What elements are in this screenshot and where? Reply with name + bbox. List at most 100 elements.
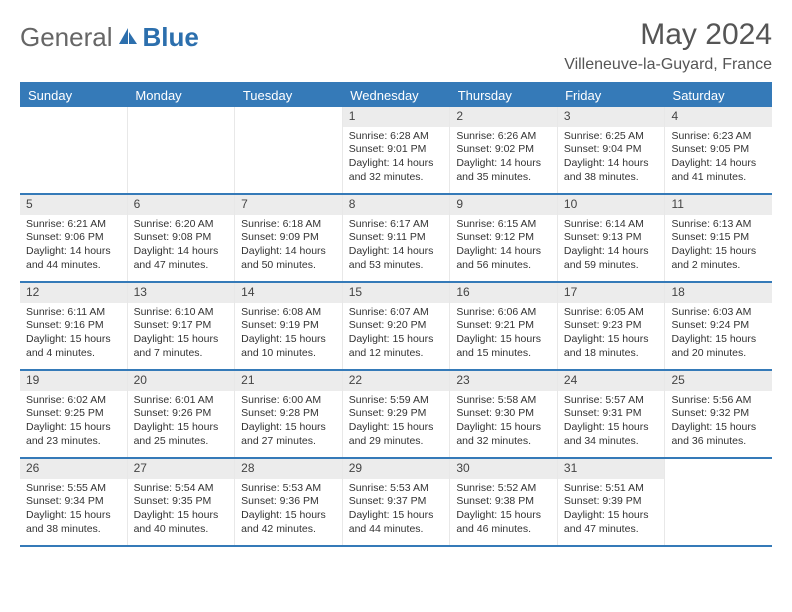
sunset-text: Sunset: 9:35 PM — [134, 495, 229, 509]
sunset-text: Sunset: 9:36 PM — [241, 495, 336, 509]
day2-text: and 53 minutes. — [349, 259, 444, 273]
weeks-container: 1Sunrise: 6:28 AMSunset: 9:01 PMDaylight… — [20, 107, 772, 547]
day1-text: Daylight: 14 hours — [456, 157, 551, 171]
sunrise-text: Sunrise: 6:20 AM — [134, 218, 229, 232]
day1-text: Daylight: 15 hours — [241, 333, 336, 347]
day-number: 7 — [235, 195, 342, 215]
sunrise-text: Sunrise: 6:10 AM — [134, 306, 229, 320]
calendar-cell: 2Sunrise: 6:26 AMSunset: 9:02 PMDaylight… — [449, 107, 557, 193]
sunset-text: Sunset: 9:11 PM — [349, 231, 444, 245]
dayhead-thu: Thursday — [450, 84, 557, 107]
day1-text: Daylight: 15 hours — [671, 421, 766, 435]
day-number: 23 — [450, 371, 557, 391]
calendar-cell: 31Sunrise: 5:51 AMSunset: 9:39 PMDayligh… — [557, 459, 665, 545]
sunset-text: Sunset: 9:15 PM — [671, 231, 766, 245]
day1-text: Daylight: 15 hours — [349, 421, 444, 435]
sunset-text: Sunset: 9:31 PM — [564, 407, 659, 421]
day1-text: Daylight: 15 hours — [456, 509, 551, 523]
day2-text: and 47 minutes. — [564, 523, 659, 537]
day-number: 16 — [450, 283, 557, 303]
day1-text: Daylight: 15 hours — [241, 421, 336, 435]
sunrise-text: Sunrise: 6:03 AM — [671, 306, 766, 320]
dayhead-tue: Tuesday — [235, 84, 342, 107]
sunset-text: Sunset: 9:26 PM — [134, 407, 229, 421]
day1-text: Daylight: 15 hours — [241, 509, 336, 523]
day2-text: and 10 minutes. — [241, 347, 336, 361]
day-number — [128, 107, 235, 111]
calendar-cell — [127, 107, 235, 193]
calendar-cell: 27Sunrise: 5:54 AMSunset: 9:35 PMDayligh… — [127, 459, 235, 545]
day-number: 31 — [558, 459, 665, 479]
day-number: 6 — [128, 195, 235, 215]
title-block: May 2024 Villeneuve-la-Guyard, France — [564, 18, 772, 74]
sunrise-text: Sunrise: 6:25 AM — [564, 130, 659, 144]
sunrise-text: Sunrise: 6:07 AM — [349, 306, 444, 320]
sunset-text: Sunset: 9:13 PM — [564, 231, 659, 245]
sunrise-text: Sunrise: 5:58 AM — [456, 394, 551, 408]
day2-text: and 12 minutes. — [349, 347, 444, 361]
sunset-text: Sunset: 9:17 PM — [134, 319, 229, 333]
day-number: 29 — [343, 459, 450, 479]
day2-text: and 23 minutes. — [26, 435, 121, 449]
day1-text: Daylight: 15 hours — [349, 333, 444, 347]
sunset-text: Sunset: 9:16 PM — [26, 319, 121, 333]
day1-text: Daylight: 14 hours — [134, 245, 229, 259]
sunset-text: Sunset: 9:01 PM — [349, 143, 444, 157]
day2-text: and 44 minutes. — [26, 259, 121, 273]
sunset-text: Sunset: 9:12 PM — [456, 231, 551, 245]
day1-text: Daylight: 15 hours — [564, 421, 659, 435]
day-number: 13 — [128, 283, 235, 303]
sunrise-text: Sunrise: 5:53 AM — [241, 482, 336, 496]
sunrise-text: Sunrise: 5:55 AM — [26, 482, 121, 496]
day-number: 4 — [665, 107, 772, 127]
calendar-week: 1Sunrise: 6:28 AMSunset: 9:01 PMDaylight… — [20, 107, 772, 195]
sunset-text: Sunset: 9:08 PM — [134, 231, 229, 245]
day2-text: and 40 minutes. — [134, 523, 229, 537]
day2-text: and 44 minutes. — [349, 523, 444, 537]
calendar-cell: 15Sunrise: 6:07 AMSunset: 9:20 PMDayligh… — [342, 283, 450, 369]
calendar-cell: 25Sunrise: 5:56 AMSunset: 9:32 PMDayligh… — [664, 371, 772, 457]
calendar-week: 5Sunrise: 6:21 AMSunset: 9:06 PMDaylight… — [20, 195, 772, 283]
day2-text: and 56 minutes. — [456, 259, 551, 273]
sunset-text: Sunset: 9:28 PM — [241, 407, 336, 421]
day-number: 26 — [20, 459, 127, 479]
sunset-text: Sunset: 9:37 PM — [349, 495, 444, 509]
day-number: 27 — [128, 459, 235, 479]
day1-text: Daylight: 15 hours — [564, 333, 659, 347]
day-number: 8 — [343, 195, 450, 215]
sunrise-text: Sunrise: 6:18 AM — [241, 218, 336, 232]
day2-text: and 35 minutes. — [456, 171, 551, 185]
day1-text: Daylight: 15 hours — [26, 509, 121, 523]
day1-text: Daylight: 14 hours — [26, 245, 121, 259]
sunrise-text: Sunrise: 6:11 AM — [26, 306, 121, 320]
day2-text: and 46 minutes. — [456, 523, 551, 537]
day2-text: and 38 minutes. — [26, 523, 121, 537]
sunset-text: Sunset: 9:25 PM — [26, 407, 121, 421]
sunrise-text: Sunrise: 6:23 AM — [671, 130, 766, 144]
dayhead-sun: Sunday — [20, 84, 127, 107]
sunrise-text: Sunrise: 6:26 AM — [456, 130, 551, 144]
day2-text: and 47 minutes. — [134, 259, 229, 273]
dayhead-wed: Wednesday — [342, 84, 449, 107]
sunrise-text: Sunrise: 5:56 AM — [671, 394, 766, 408]
sunset-text: Sunset: 9:20 PM — [349, 319, 444, 333]
calendar-cell: 17Sunrise: 6:05 AMSunset: 9:23 PMDayligh… — [557, 283, 665, 369]
day2-text: and 27 minutes. — [241, 435, 336, 449]
sunset-text: Sunset: 9:24 PM — [671, 319, 766, 333]
day-number: 25 — [665, 371, 772, 391]
day-number: 20 — [128, 371, 235, 391]
sunrise-text: Sunrise: 5:51 AM — [564, 482, 659, 496]
calendar-cell: 28Sunrise: 5:53 AMSunset: 9:36 PMDayligh… — [234, 459, 342, 545]
day-number: 18 — [665, 283, 772, 303]
calendar-cell — [20, 107, 127, 193]
calendar-cell: 18Sunrise: 6:03 AMSunset: 9:24 PMDayligh… — [664, 283, 772, 369]
day1-text: Daylight: 15 hours — [134, 509, 229, 523]
calendar-cell: 4Sunrise: 6:23 AMSunset: 9:05 PMDaylight… — [664, 107, 772, 193]
calendar-cell: 24Sunrise: 5:57 AMSunset: 9:31 PMDayligh… — [557, 371, 665, 457]
dayhead-fri: Friday — [557, 84, 664, 107]
calendar-week: 19Sunrise: 6:02 AMSunset: 9:25 PMDayligh… — [20, 371, 772, 459]
calendar-cell: 8Sunrise: 6:17 AMSunset: 9:11 PMDaylight… — [342, 195, 450, 281]
day1-text: Daylight: 14 hours — [241, 245, 336, 259]
day2-text: and 59 minutes. — [564, 259, 659, 273]
day1-text: Daylight: 15 hours — [26, 421, 121, 435]
